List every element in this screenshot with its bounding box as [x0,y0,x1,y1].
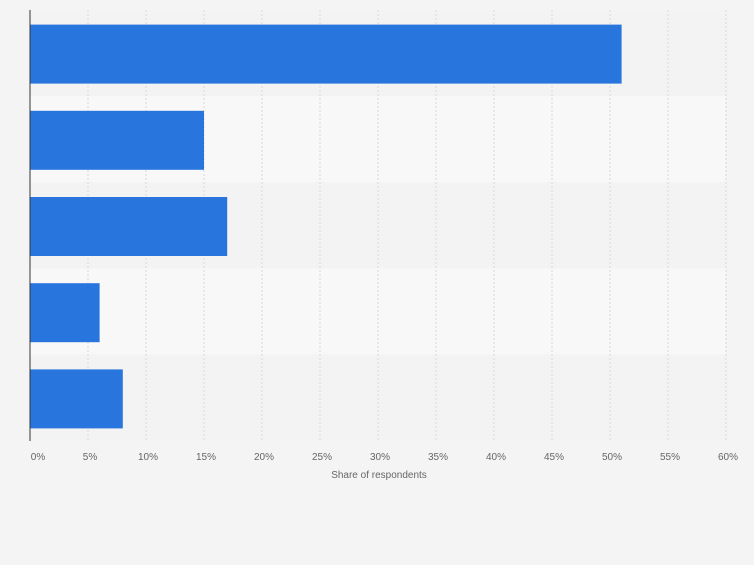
x-tick-label: 5% [83,452,98,463]
bar[interactable] [30,283,100,343]
bar[interactable] [30,24,622,84]
x-tick-label: 55% [660,452,680,463]
x-axis-ticks: 0% 5% 10% 15% 20% 25% 30% 35% 40% 45% 50% 55% 60% [31,452,738,463]
x-tick-label: 50% [602,452,622,463]
x-tick-label: 60% [718,452,738,463]
x-axis-label: Share of respondents [331,470,427,481]
x-tick-label: 15% [196,452,216,463]
bar[interactable] [30,197,228,256]
bar[interactable] [30,110,204,170]
x-tick-label: 25% [312,452,332,463]
x-tick-label: 10% [138,452,158,463]
x-tick-label: 40% [486,452,506,463]
x-tick-label: 20% [254,452,274,463]
bars [30,24,622,429]
x-tick-label: 30% [370,452,390,463]
x-tick-label: 0% [31,452,46,463]
x-tick-label: 45% [544,452,564,463]
bar[interactable] [30,369,123,429]
x-tick-label: 35% [428,452,448,463]
